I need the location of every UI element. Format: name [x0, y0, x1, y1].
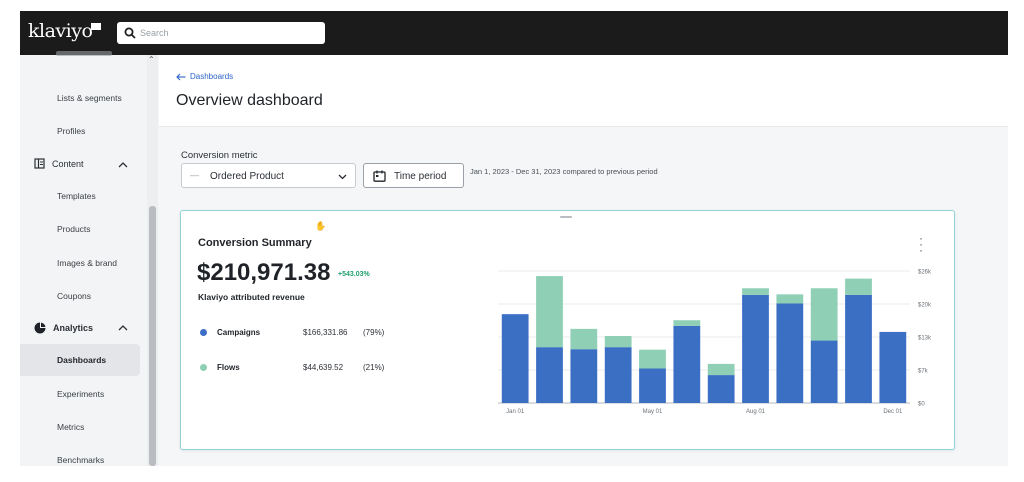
- bar-flows: [845, 278, 872, 295]
- sidebar-item-cut-off: [56, 51, 112, 56]
- chevron-up-icon[interactable]: [117, 322, 129, 334]
- card-title: Conversion Summary: [198, 237, 312, 249]
- chevron-up-icon[interactable]: [117, 159, 129, 171]
- y-tick-label: $26k: [918, 270, 932, 276]
- search-icon: [124, 27, 136, 39]
- bar-flows: [673, 320, 701, 326]
- top-bar: klaviyo: [20, 11, 1008, 55]
- page-header: Dashboards Overview dashboard: [159, 55, 1008, 127]
- bar-campaigns: [707, 375, 735, 403]
- klaviyo-logo-flag-icon: [91, 23, 101, 30]
- app-window: klaviyo Lists & segments Profiles Conten…: [20, 11, 1008, 466]
- sidebar-item-benchmarks[interactable]: Benchmarks: [57, 455, 105, 465]
- y-tick-label: $20k: [918, 303, 932, 309]
- conversion-summary-card: ✋ · · · Conversion Summary $210,971.38 +54…: [180, 210, 955, 450]
- analytics-icon: [34, 322, 46, 334]
- time-period-label: Time period: [394, 171, 447, 182]
- bar-campaigns: [742, 294, 769, 403]
- bar-flows: [776, 294, 804, 304]
- revenue-change-badge: +543.03%: [338, 271, 370, 278]
- bar-campaigns: [501, 314, 529, 403]
- chevron-down-icon: [338, 174, 347, 180]
- x-tick-label: Aug 01: [746, 409, 766, 415]
- legend-amount: $44,639.52: [303, 363, 344, 372]
- sidebar-item-images-brand[interactable]: Images & brand: [57, 258, 118, 268]
- sidebar-scrollbar-thumb[interactable]: [149, 206, 156, 466]
- time-period-button[interactable]: Time period: [363, 163, 464, 188]
- bar-campaigns: [810, 340, 838, 403]
- page-title: Overview dashboard: [176, 92, 323, 109]
- date-range-text: Jan 1, 2023 - Dec 31, 2023 compared to p…: [470, 167, 658, 176]
- flows-dot-icon: [200, 364, 207, 371]
- y-tick-label: $7k: [918, 369, 929, 375]
- legend-name: Flows: [217, 363, 240, 372]
- bar-flows: [604, 335, 632, 348]
- bar-campaigns: [879, 331, 907, 403]
- bar-campaigns: [604, 347, 632, 403]
- bar-flows: [742, 288, 769, 295]
- bar-flows: [810, 288, 838, 341]
- content-icon: [34, 158, 45, 169]
- legend-percent: (21%): [363, 363, 385, 372]
- bar-flows: [639, 349, 666, 369]
- arrow-left-icon: [176, 73, 186, 80]
- x-tick-label: Jan 01: [506, 409, 525, 415]
- bar-campaigns: [673, 325, 701, 403]
- breadcrumb[interactable]: Dashboards: [176, 72, 233, 81]
- bar-flows: [707, 363, 735, 376]
- total-revenue: $210,971.38: [197, 259, 331, 286]
- campaigns-dot-icon: [200, 329, 207, 336]
- revenue-subtitle: Klaviyo attributed revenue: [198, 292, 305, 302]
- klaviyo-logo[interactable]: klaviyo: [28, 20, 93, 42]
- scroll-up-arrow-icon[interactable]: ⌃: [148, 55, 155, 64]
- conversion-bar-chart[interactable]: $0 $7k $13k $20k $26k Jan 01 May 01 Aug 01 Dec 0…: [498, 261, 943, 431]
- metric-line-icon: —: [190, 170, 199, 180]
- y-tick-label: $13k: [918, 336, 932, 342]
- conversion-metric-select[interactable]: — Ordered Product: [181, 163, 356, 188]
- x-tick-label: May 01: [643, 409, 663, 415]
- bar-campaigns: [536, 347, 563, 403]
- sidebar-section-analytics-label: Analytics: [53, 323, 94, 333]
- y-tick-label: $0: [918, 402, 925, 408]
- sidebar-item-dashboards[interactable]: Dashboards: [20, 344, 140, 376]
- more-options-icon[interactable]: · · ·: [919, 231, 923, 257]
- legend-amount: $166,331.86: [303, 328, 348, 337]
- conversion-metric-value: Ordered Product: [210, 171, 284, 182]
- sidebar-section-analytics[interactable]: Analytics: [34, 322, 93, 334]
- sidebar-section-content-label: Content: [52, 158, 84, 169]
- legend-row-campaigns: Campaigns $166,331.86 (79%): [198, 327, 398, 339]
- sidebar-item-coupons[interactable]: Coupons: [57, 291, 92, 301]
- search-input[interactable]: [140, 25, 320, 41]
- sidebar-item-products[interactable]: Products: [57, 224, 91, 234]
- bar-campaigns: [570, 349, 598, 403]
- bar-flows: [570, 328, 598, 350]
- sidebar-section-content[interactable]: Content: [34, 158, 84, 169]
- legend-row-flows: Flows $44,639.52 (21%): [198, 362, 398, 374]
- conversion-metric-label: Conversion metric: [181, 150, 258, 161]
- legend-name: Campaigns: [217, 328, 261, 337]
- sidebar-item-experiments[interactable]: Experiments: [57, 389, 105, 399]
- calendar-icon: [373, 170, 386, 182]
- breadcrumb-label: Dashboards: [190, 72, 234, 81]
- search-box[interactable]: [117, 22, 325, 44]
- sidebar-item-templates[interactable]: Templates: [57, 191, 96, 201]
- sidebar: Lists & segments Profiles Content Templa…: [20, 51, 158, 466]
- sidebar-item-metrics[interactable]: Metrics: [57, 422, 85, 432]
- bar-flows: [536, 276, 563, 348]
- sidebar-item-lists-segments[interactable]: Lists & segments: [57, 93, 122, 103]
- x-tick-label: Dec 01: [883, 409, 903, 415]
- legend-percent: (79%): [363, 328, 385, 337]
- bar-campaigns: [639, 368, 666, 403]
- bar-campaigns: [776, 303, 804, 403]
- grab-cursor-icon: ✋: [315, 221, 327, 231]
- bar-campaigns: [845, 294, 872, 403]
- sidebar-item-profiles[interactable]: Profiles: [57, 126, 86, 136]
- card-drag-handle[interactable]: [560, 216, 572, 218]
